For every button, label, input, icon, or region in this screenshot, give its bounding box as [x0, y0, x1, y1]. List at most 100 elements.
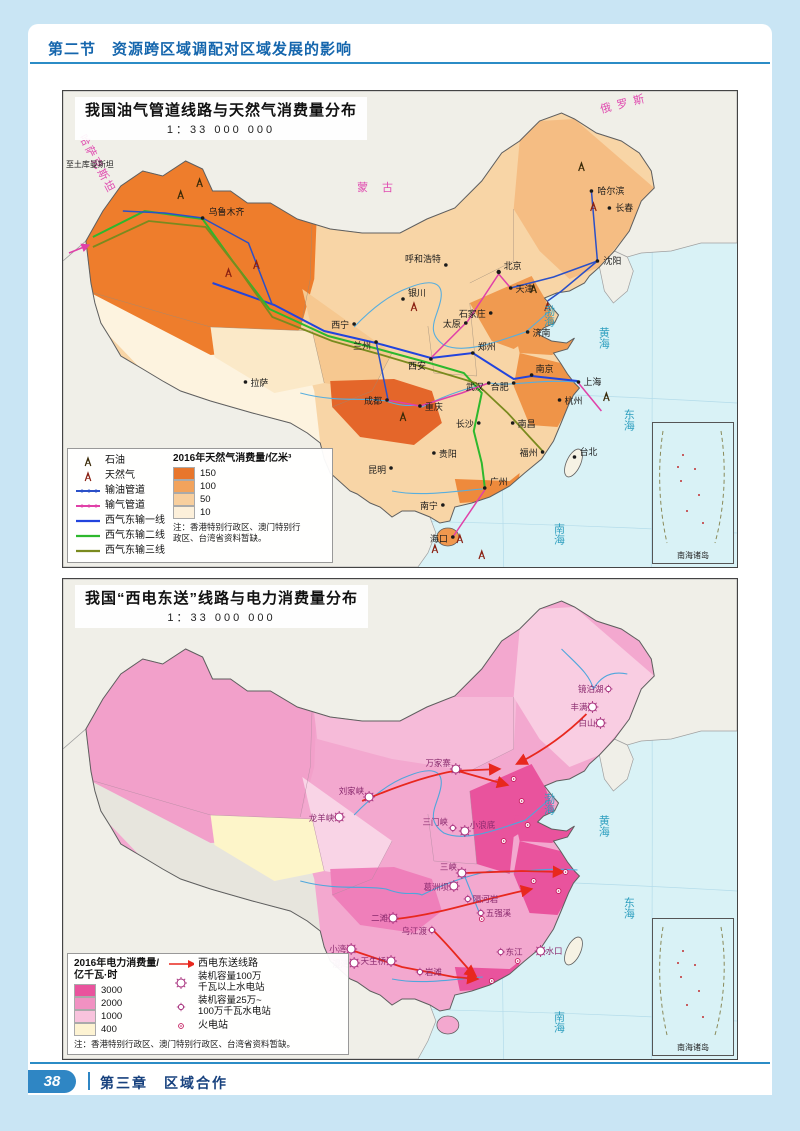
- station-label: 乌江渡: [402, 926, 428, 936]
- natural-gas-map-panel: 乌鲁木齐 哈尔滨 长春 沈阳 北京 天津 呼和浩特 石家庄 太原 济南 银川 西…: [62, 90, 738, 568]
- footer-rule: [30, 1062, 770, 1064]
- legend-label: 输油管道: [105, 484, 145, 496]
- oil-derrick-icon: [74, 455, 101, 467]
- gas-line2-icon: [74, 531, 101, 541]
- station-label: 岩滩: [425, 967, 442, 977]
- header-rule: [30, 62, 770, 64]
- city-label: 成都: [364, 395, 382, 406]
- sea-label: 渤海: [543, 793, 555, 816]
- legend-label: 西电东送线路: [198, 957, 259, 969]
- city-label: 上海: [583, 376, 601, 387]
- station-labels: 镜泊湖 丰满 白山 万家寨 刘家峡 龙羊峡 三门峡 小浪底 三峡 葛洲坝 隔河岩…: [309, 684, 604, 977]
- legend-label: 石油: [105, 454, 125, 466]
- scale-value: 50: [200, 493, 211, 505]
- south-china-sea-inset: 南海诸岛: [652, 918, 734, 1056]
- station-label: 东江: [506, 947, 523, 957]
- scale-swatch: [173, 480, 195, 493]
- legend-label: 装机容量100万: [198, 970, 262, 982]
- station-label: 丰满: [571, 702, 588, 712]
- city-label: 南昌: [518, 418, 536, 429]
- west-east-gas-line3: [92, 220, 544, 452]
- city-label: 合肥: [491, 381, 509, 392]
- scale-value: 10: [200, 506, 211, 518]
- station-label: 镜泊湖: [578, 684, 603, 694]
- power-consumption-title-line1: 2016年电力消费量/: [74, 957, 160, 969]
- thermal-plant-icon: [167, 1020, 194, 1032]
- city-label: 兰州: [353, 340, 371, 351]
- station-label: 水口: [546, 946, 563, 956]
- city-label: 杭州: [565, 395, 583, 406]
- gas-line1-icon: [74, 516, 101, 526]
- station-label: 小浪底: [470, 820, 496, 830]
- scale-swatch: [74, 1009, 96, 1023]
- power-route-arrow-icon: [167, 959, 195, 969]
- scale-swatch: [173, 506, 195, 519]
- city-label: 西安: [408, 360, 426, 371]
- scale-value: 2000: [101, 997, 123, 1009]
- gas-consumption-title: 2016年天然气消费量/亿米³: [173, 453, 292, 464]
- station-label: 五强溪: [486, 908, 512, 918]
- scale-swatch: [74, 1022, 96, 1036]
- footer-divider: [88, 1072, 90, 1090]
- map1-title: 我国油气管道线路与天然气消费量分布: [85, 102, 358, 119]
- station-label: 葛洲坝: [423, 882, 449, 892]
- map2-scale: 1：33 000 000: [167, 612, 276, 624]
- station-label: 二滩: [371, 913, 388, 923]
- gas-pipelines: [68, 243, 602, 538]
- city-label: 太原: [443, 318, 461, 329]
- city-markers: [200, 189, 612, 539]
- turkmenistan-route-label: 至土库曼斯坦: [66, 159, 114, 169]
- inset-label: 南海诸岛: [677, 551, 709, 560]
- scale-swatch: [173, 467, 195, 480]
- scale-value: 150: [200, 467, 216, 479]
- scale-value: 100: [200, 480, 216, 492]
- sea-label: 渤海: [543, 305, 555, 328]
- city-label: 武汉: [466, 381, 484, 392]
- scale-swatch: [173, 493, 195, 506]
- station-label: 龙羊峡: [309, 813, 335, 823]
- south-china-sea-inset: 南海诸岛: [652, 422, 734, 564]
- legend-label: 西气东输二线: [105, 529, 165, 541]
- city-label: 拉萨: [250, 377, 268, 388]
- city-label: 昆明: [368, 465, 386, 475]
- map1-legend: 石油 天然气 输油管道 输气管道 西气东输一线 西气东输二线 西气东输三线 20…: [67, 448, 333, 563]
- city-label: 海口: [430, 533, 448, 544]
- sea-label: 黄海: [597, 814, 609, 838]
- legend-label: 天然气: [105, 469, 135, 481]
- power-transmission-routes: [353, 713, 588, 985]
- station-label: 隔河岩: [473, 894, 499, 904]
- city-label: 长沙: [456, 418, 474, 429]
- city-label: 郑州: [478, 341, 496, 352]
- map2-note: 注：香港特别行政区、澳门特别行政区、台湾省资料暂缺。: [74, 1038, 296, 1049]
- city-label: 台北: [579, 446, 597, 457]
- footer-chapter: 第三章 区域合作: [100, 1075, 228, 1091]
- map1-note: 注：香港特别行政区、澳门特别行政区、台湾省资料暂缺。: [173, 522, 301, 544]
- city-label: 贵阳: [439, 448, 457, 459]
- legend-label: 西气东输一线: [105, 514, 165, 526]
- hydro-small-icon: [167, 1000, 194, 1014]
- sea-label: 东海: [622, 409, 634, 432]
- section-title: 第二节 资源跨区域调配对区域发展的影响: [48, 41, 353, 58]
- gas-derrick-icon: [74, 470, 101, 482]
- gas-pipeline-icon: [74, 501, 101, 511]
- city-label: 长春: [615, 202, 633, 213]
- power-map-panel: 镜泊湖 丰满 白山 万家寨 刘家峡 龙羊峡 三门峡 小浪底 三峡 葛洲坝 隔河岩…: [62, 578, 738, 1060]
- map2-legend: 2016年电力消费量/ 亿千瓦·时 3000 2000 1000 400 西电东…: [67, 952, 349, 1055]
- inset-map: [659, 926, 725, 1036]
- city-label: 福州: [520, 447, 538, 458]
- page-number-badge: 38: [28, 1070, 76, 1093]
- legend-label: 火电站: [198, 1019, 229, 1031]
- oil-pipelines: [122, 190, 599, 401]
- sea-label: 黄海: [597, 326, 609, 350]
- scale-swatch: [74, 996, 96, 1010]
- legend-label: 装机容量25万~: [198, 994, 262, 1006]
- sea-labels: 渤海 黄海 东海 南海: [543, 305, 635, 546]
- city-label: 西宁: [331, 319, 349, 330]
- city-label: 银川: [408, 287, 426, 298]
- station-label: 三门峡: [422, 817, 448, 827]
- station-label: 小湾: [329, 944, 346, 954]
- city-label: 呼和浩特: [405, 253, 441, 264]
- gas-line3-icon: [74, 546, 101, 556]
- taiwan-island: [564, 448, 583, 478]
